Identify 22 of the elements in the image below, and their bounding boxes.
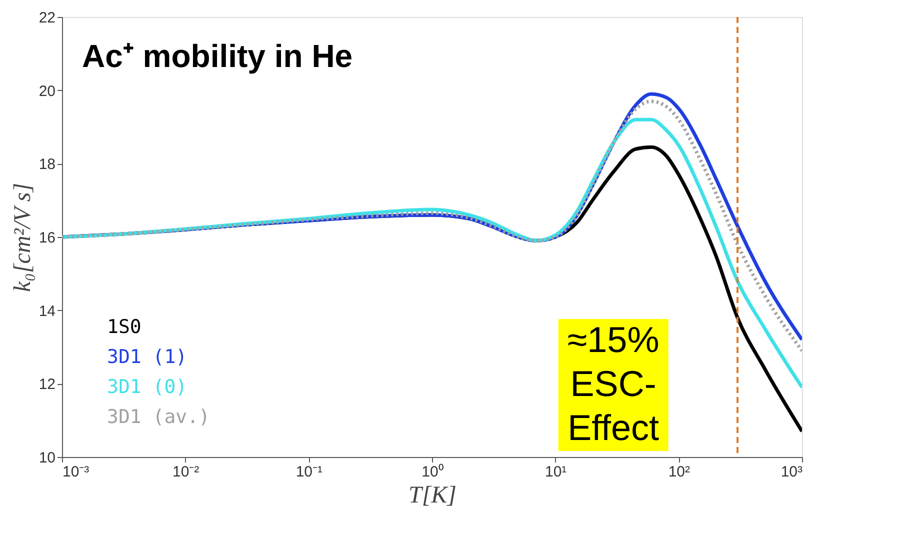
x-tick-label: 10⁻¹ (296, 464, 323, 480)
y-tick-label: 10 (38, 450, 56, 466)
y-tick-label: 20 (38, 82, 56, 100)
y-tick-label: 12 (38, 376, 56, 394)
x-tick-label: 10² (668, 464, 690, 480)
y-tick-label: 22 (38, 10, 56, 26)
text: 1S0 (107, 316, 142, 338)
y-tick-label: 18 (38, 156, 56, 174)
text: Ac⁺ mobility in He (82, 38, 353, 74)
y-axis-title: k₀[cm²/V s] (10, 182, 36, 292)
text: 3D1 (1) (107, 346, 188, 368)
x-axis-title: T[K] (408, 482, 457, 508)
x-tick-label: 10⁻³ (62, 464, 90, 480)
y-tick-label: 16 (38, 230, 56, 246)
annotation: ≈15% ESC- Effect (567, 319, 660, 448)
x-tick-label: 10³ (780, 464, 802, 480)
text: 3D1 (av.) (107, 406, 210, 428)
x-tick-label: 10⁰ (422, 464, 444, 480)
x-tick-label: 10¹ (544, 464, 567, 480)
y-tick-label: 14 (38, 302, 56, 320)
x-tick-label: 10⁻² (172, 464, 200, 480)
text: 3D1 (0) (107, 376, 188, 398)
